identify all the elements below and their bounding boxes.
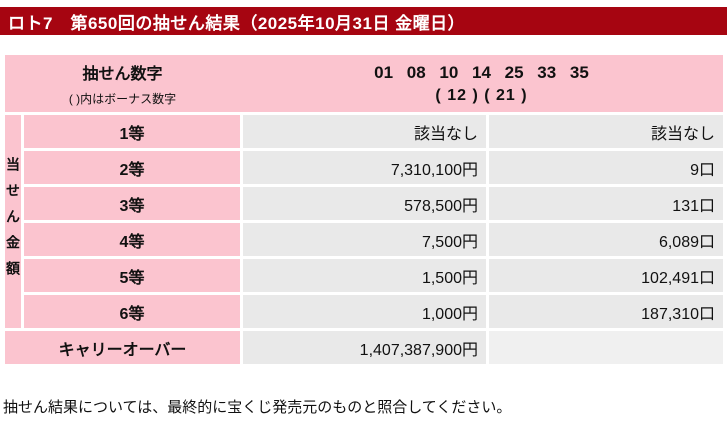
winning-numbers: 01 08 10 14 25 33 35 <box>374 62 589 82</box>
bonus-numbers: ( 12 ) ( 21 ) <box>435 86 528 104</box>
draw-numbers-label: 抽せん数字 <box>82 66 163 83</box>
prize-count-5: 102,491口 <box>489 259 723 292</box>
prize-rank-1: 1等 <box>24 115 240 148</box>
page-title: ロト7 第650回の抽せん結果（2025年10月31日 金曜日） <box>8 13 466 33</box>
prize-amount-2: 7,310,100円 <box>243 151 486 184</box>
prize-count-1: 該当なし <box>489 115 723 148</box>
prize-count-6: 187,310口 <box>489 295 723 328</box>
prize-count-3: 131口 <box>489 187 723 220</box>
prize-rank-6: 6等 <box>24 295 240 328</box>
carryover-empty-cell <box>489 331 723 364</box>
prize-amount-5: 1,500円 <box>243 259 486 292</box>
draw-numbers-value-cell: 01 08 10 14 25 33 35 ( 12 ) ( 21 ) <box>240 55 723 112</box>
lotto7-results-page: ロト7 第650回の抽せん結果（2025年10月31日 金曜日） 抽せん数字 (… <box>0 7 727 417</box>
prize-amount-1: 該当なし <box>243 115 486 148</box>
prize-rank-4: 4等 <box>24 223 240 256</box>
prize-table: 当せん金額 1等 該当なし 該当なし 2等 7,310,100円 9口 3等 5… <box>5 115 723 364</box>
prize-amount-3: 578,500円 <box>243 187 486 220</box>
results-table: 抽せん数字 ( )内はボーナス数字 01 08 10 14 25 33 35 (… <box>5 55 723 364</box>
prize-amount-6: 1,000円 <box>243 295 486 328</box>
prize-amount-4: 7,500円 <box>243 223 486 256</box>
prize-rank-5: 5等 <box>24 259 240 292</box>
verification-note: 抽せん結果については、最終的に宝くじ発売元のものと照合してください。 <box>3 399 512 416</box>
carryover-label: キャリーオーバー <box>5 331 240 364</box>
carryover-amount: 1,407,387,900円 <box>243 331 486 364</box>
prize-rank-3: 3等 <box>24 187 240 220</box>
prize-count-4: 6,089口 <box>489 223 723 256</box>
prize-rank-2: 2等 <box>24 151 240 184</box>
bonus-note: ( )内はボーナス数字 <box>68 92 177 106</box>
prize-count-2: 9口 <box>489 151 723 184</box>
draw-numbers-label-cell: 抽せん数字 ( )内はボーナス数字 <box>5 55 240 112</box>
results-title-banner: ロト7 第650回の抽せん結果（2025年10月31日 金曜日） <box>0 7 727 35</box>
prize-money-side-label: 当せん金額 <box>5 115 21 328</box>
draw-numbers-header: 抽せん数字 ( )内はボーナス数字 01 08 10 14 25 33 35 (… <box>5 55 723 112</box>
